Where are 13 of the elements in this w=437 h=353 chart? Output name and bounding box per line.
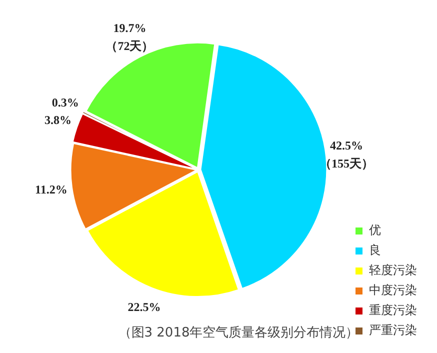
data-label: 19.7% （72天）	[106, 20, 154, 53]
legend-label: 中度污染	[369, 283, 417, 298]
legend-label: 优	[369, 223, 381, 238]
text: （图3 2018年空气质量各级别分布情况）	[118, 326, 359, 341]
data-label: 22.5%	[128, 300, 161, 314]
legend-label: 严重污染	[369, 323, 417, 338]
data-label: 11.2%	[35, 182, 68, 196]
data-label: 3.8%	[44, 113, 72, 128]
legend-label: 轻度污染	[369, 263, 417, 278]
data-label: 0.3%	[52, 96, 79, 110]
data-label: 42.5% （155天）	[319, 138, 374, 170]
legend-label: 重度污染	[369, 303, 417, 318]
legend-label: 良	[369, 243, 381, 258]
